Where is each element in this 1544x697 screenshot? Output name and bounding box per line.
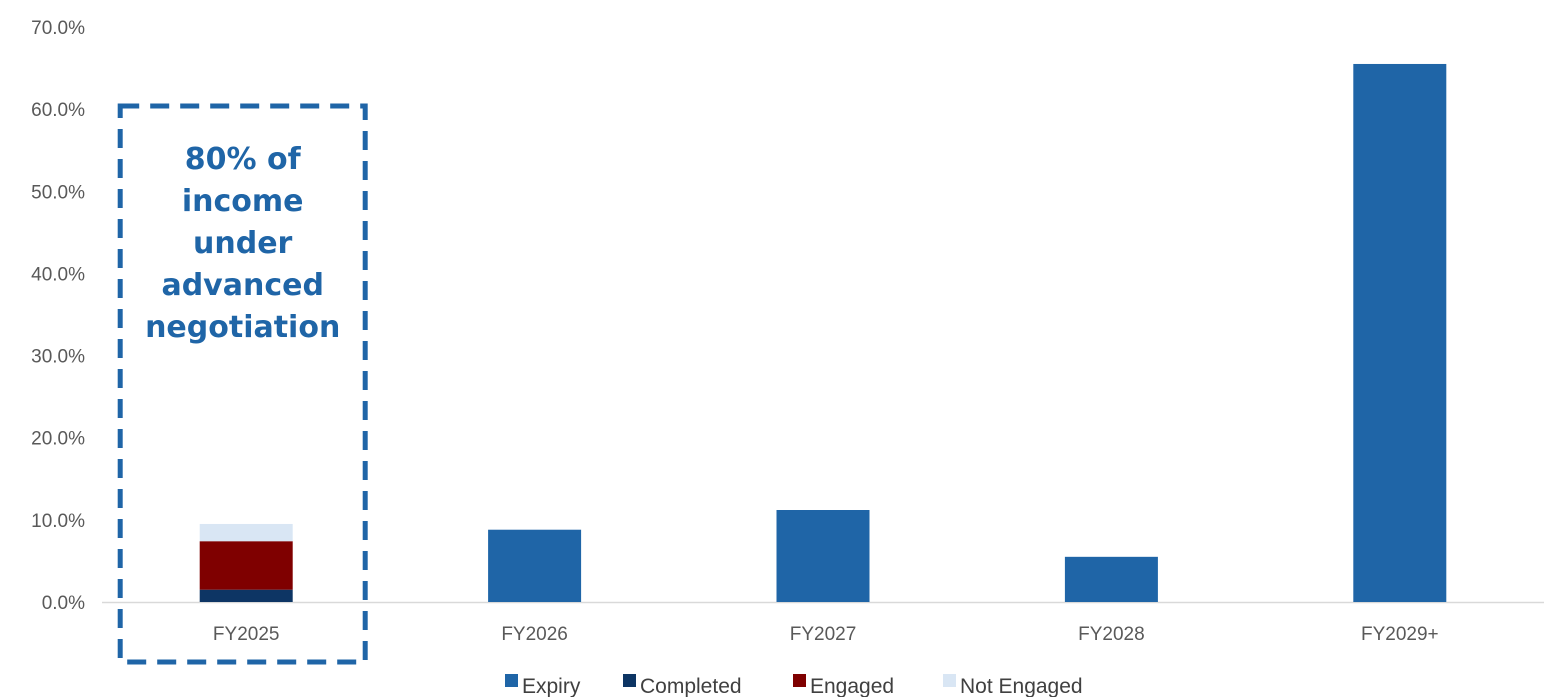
callout-text-line: 80% of xyxy=(185,142,302,177)
legend-label: Completed xyxy=(640,675,742,697)
x-tick-label: FY2025 xyxy=(213,624,280,645)
legend-item-completed: Completed xyxy=(623,674,742,697)
bars xyxy=(199,63,1447,602)
bar-expiry-fy2026 xyxy=(488,529,582,602)
bar-not-engaged-fy2025 xyxy=(199,523,293,542)
callout-text-line: negotiation xyxy=(145,310,340,345)
legend-swatch xyxy=(793,674,806,687)
callout-box xyxy=(117,103,368,665)
callout-text-line: under xyxy=(193,226,293,261)
y-tick-label: 70.0% xyxy=(31,18,85,39)
bar-expiry-fy2027 xyxy=(776,510,870,602)
y-tick-label: 10.0% xyxy=(31,511,85,532)
legend-label: Engaged xyxy=(810,675,894,697)
y-tick-label: 60.0% xyxy=(31,100,85,121)
bar-completed-fy2025 xyxy=(199,589,293,602)
callout-text-line: income xyxy=(182,184,304,219)
y-tick-label: 20.0% xyxy=(31,429,85,450)
legend-item-engaged: Engaged xyxy=(793,674,894,697)
x-tick-label: FY2028 xyxy=(1078,624,1145,645)
y-tick-label: 40.0% xyxy=(31,264,85,285)
legend-item-expiry: Expiry xyxy=(505,674,581,697)
legend-label: Expiry xyxy=(522,675,581,697)
bar-expiry-fy2029plus xyxy=(1353,63,1447,602)
callout: 80% of income under advanced negotiation xyxy=(117,103,368,665)
x-tick-label: FY2027 xyxy=(790,624,857,645)
legend-item-not-engaged: Not Engaged xyxy=(943,674,1083,697)
x-tick-label: FY2026 xyxy=(501,624,568,645)
legend-label: Not Engaged xyxy=(960,675,1083,697)
legend-swatch xyxy=(505,674,518,687)
bar-expiry-fy2028 xyxy=(1064,556,1158,602)
bar-engaged-fy2025 xyxy=(199,541,293,590)
y-axis: 0.0% 10.0% 20.0% 30.0% 40.0% 50.0% 60.0% 70.0% xyxy=(31,18,85,614)
y-tick-label: 30.0% xyxy=(31,347,85,368)
callout-text-line: advanced xyxy=(161,268,323,303)
y-tick-label: 0.0% xyxy=(42,593,85,614)
legend: Expiry Completed Engaged Not Engaged xyxy=(505,674,1083,697)
x-axis: FY2025 FY2026 FY2027 FY2028 FY2029+ xyxy=(213,624,1439,645)
legend-swatch xyxy=(943,674,956,687)
y-tick-label: 50.0% xyxy=(31,182,85,203)
legend-swatch xyxy=(623,674,636,687)
x-tick-label: FY2029+ xyxy=(1361,624,1439,645)
